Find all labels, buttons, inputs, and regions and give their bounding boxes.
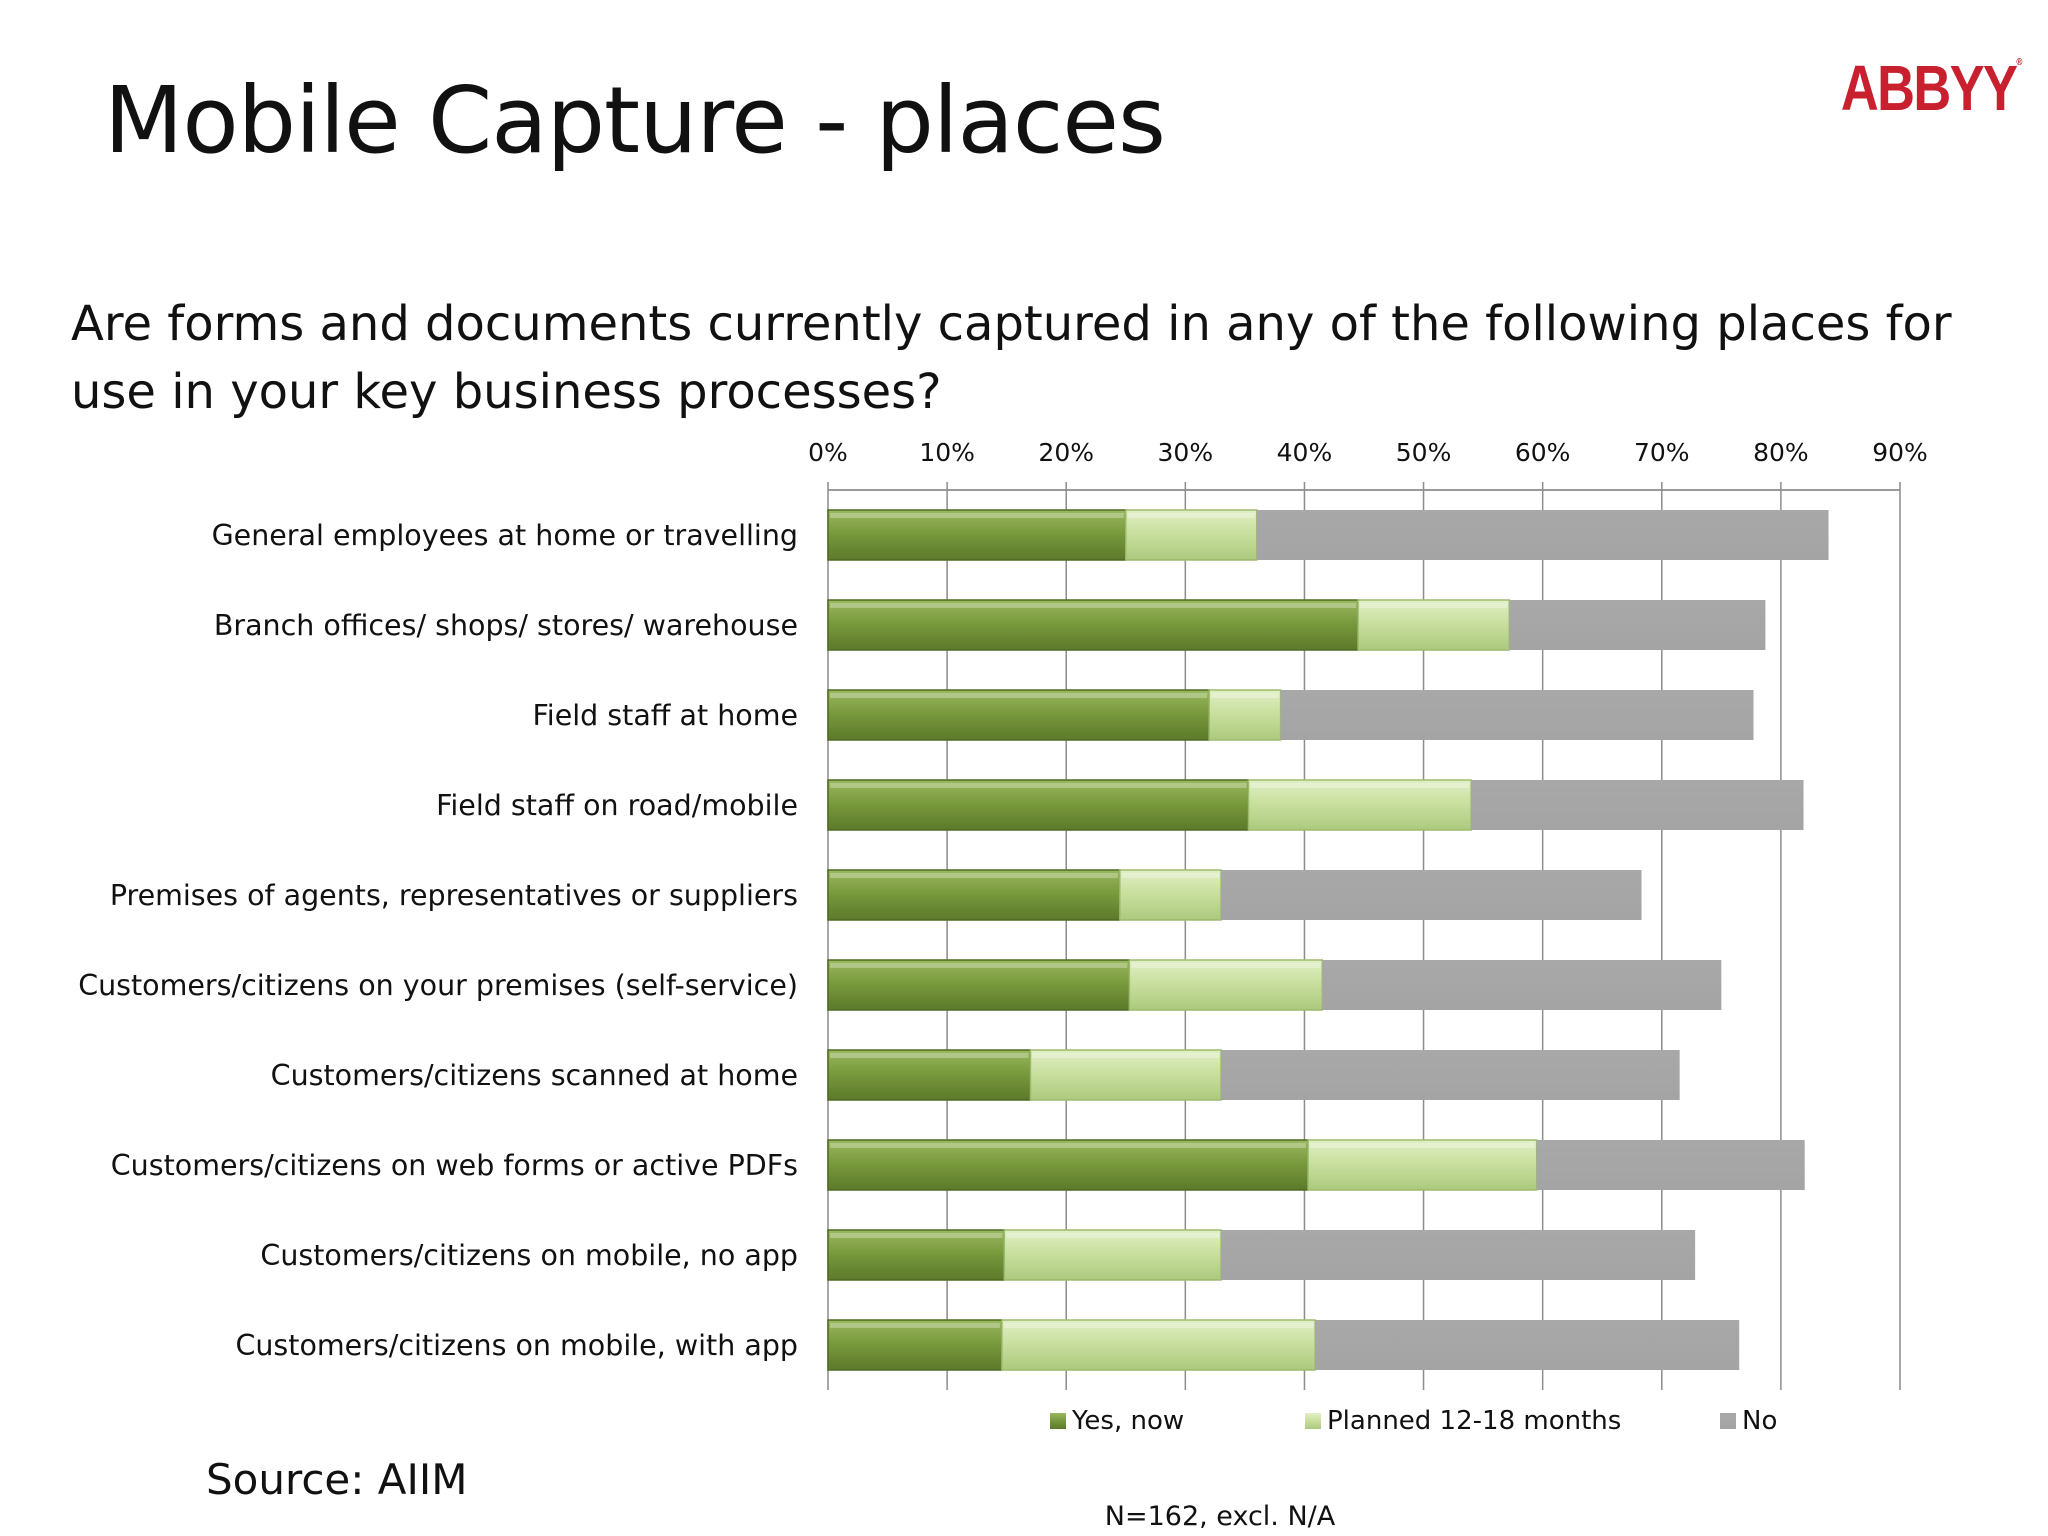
x-axis-ticks: 0% 10% 20% 30% 40% 50% 60% 70% 80% 90%: [808, 438, 1928, 467]
category-label: General employees at home or travelling: [212, 519, 798, 552]
legend-label: No: [1742, 1406, 1777, 1436]
category-label: Branch offices/ shops/ stores/ warehouse: [214, 609, 798, 642]
bar-no: [1256, 510, 1829, 560]
logo-text: ABBYY: [1840, 52, 2017, 124]
bar-no: [1221, 1230, 1696, 1280]
category-label: Customers/citizens on mobile, with app: [235, 1329, 798, 1362]
bar-yes-now: [827, 509, 1127, 561]
bar-highlight: [830, 963, 1128, 968]
bar-highlight: [830, 513, 1124, 518]
bar-yes-now: [827, 1319, 1003, 1371]
category-label: Customers/citizens on your premises (sel…: [78, 969, 798, 1002]
x-tick-label: 60%: [1515, 438, 1571, 467]
bar-no: [1315, 1320, 1740, 1370]
legend-swatch: [1720, 1413, 1736, 1429]
bar-no: [1509, 600, 1766, 650]
legend-swatch: [1305, 1413, 1321, 1429]
bar-planned-12-18-months: [1029, 1049, 1222, 1101]
bar-no: [1221, 870, 1642, 920]
bar-planned-12-18-months: [1208, 689, 1282, 741]
bar-highlight: [1360, 603, 1508, 608]
category-labels: General employees at home or travelling B…: [78, 519, 798, 1362]
bar-highlight: [1310, 1143, 1535, 1148]
x-tick-label: 10%: [919, 438, 975, 467]
bar-highlight: [1121, 873, 1220, 878]
bar-planned-12-18-months: [1001, 1319, 1316, 1371]
category-label: Premises of agents, representatives or s…: [110, 879, 798, 912]
category-label: Customers/citizens on web forms or activ…: [111, 1149, 798, 1182]
bars: [827, 509, 1829, 1371]
bar-yes-now: [827, 599, 1359, 651]
bar-highlight: [1032, 1053, 1220, 1058]
bar-planned-12-18-months: [1357, 599, 1511, 651]
category-label: Customers/citizens scanned at home: [271, 1059, 798, 1092]
bar-no: [1471, 780, 1804, 830]
bar-highlight: [1127, 513, 1255, 518]
bar-no: [1322, 960, 1722, 1010]
abbyy-logo: ABBYY®: [1840, 56, 2022, 120]
legend-label: Yes, now: [1071, 1406, 1184, 1436]
bar-no: [1536, 1140, 1805, 1190]
x-tick-label: 80%: [1753, 438, 1809, 467]
bar-planned-12-18-months: [1125, 509, 1258, 561]
bar-yes-now: [827, 689, 1210, 741]
logo-registered-mark: ®: [2015, 57, 2022, 68]
bar-highlight: [830, 693, 1208, 698]
bar-planned-12-18-months: [1128, 959, 1324, 1011]
bar-highlight: [830, 1233, 1003, 1238]
legend-swatch: [1050, 1413, 1066, 1429]
x-tick-label: 30%: [1158, 438, 1214, 467]
legend: Yes, now Planned 12-18 months No: [1050, 1406, 1777, 1436]
category-label: Field staff at home: [532, 699, 798, 732]
x-tick-label: 90%: [1872, 438, 1928, 467]
bar-highlight: [1250, 783, 1470, 788]
source-note: Source: AIIM: [206, 1455, 468, 1504]
x-tick-label: 40%: [1277, 438, 1333, 467]
bar-highlight: [1003, 1323, 1314, 1328]
bar-highlight: [830, 1323, 1000, 1328]
bar-yes-now: [827, 1229, 1006, 1281]
bar-yes-now: [827, 779, 1250, 831]
bar-no: [1280, 690, 1754, 740]
bar-planned-12-18-months: [1119, 869, 1222, 921]
bar-highlight: [1211, 693, 1279, 698]
survey-question: Are forms and documents currently captur…: [71, 296, 1952, 420]
bar-highlight: [830, 1143, 1307, 1148]
bar-highlight: [830, 1053, 1029, 1058]
bar-highlight: [830, 783, 1247, 788]
bar-no: [1221, 1050, 1680, 1100]
bar-planned-12-18-months: [1247, 779, 1472, 831]
x-tick-label: 0%: [808, 438, 848, 467]
category-label: Field staff on road/mobile: [436, 789, 798, 822]
bar-yes-now: [827, 869, 1121, 921]
bar-highlight: [1006, 1233, 1220, 1238]
legend-label: Planned 12-18 months: [1327, 1406, 1621, 1436]
x-tick-label: 20%: [1038, 438, 1094, 467]
category-label: Customers/citizens on mobile, no app: [260, 1239, 798, 1272]
x-tick-label: 50%: [1396, 438, 1452, 467]
bar-yes-now: [827, 1049, 1032, 1101]
bar-highlight: [830, 603, 1357, 608]
slide-title: Mobile Capture - places: [104, 67, 1166, 174]
bar-highlight: [1131, 963, 1321, 968]
sample-size-note: N=162, excl. N/A: [1105, 1501, 1336, 1532]
x-tick-label: 70%: [1634, 438, 1690, 467]
bar-highlight: [830, 873, 1118, 878]
